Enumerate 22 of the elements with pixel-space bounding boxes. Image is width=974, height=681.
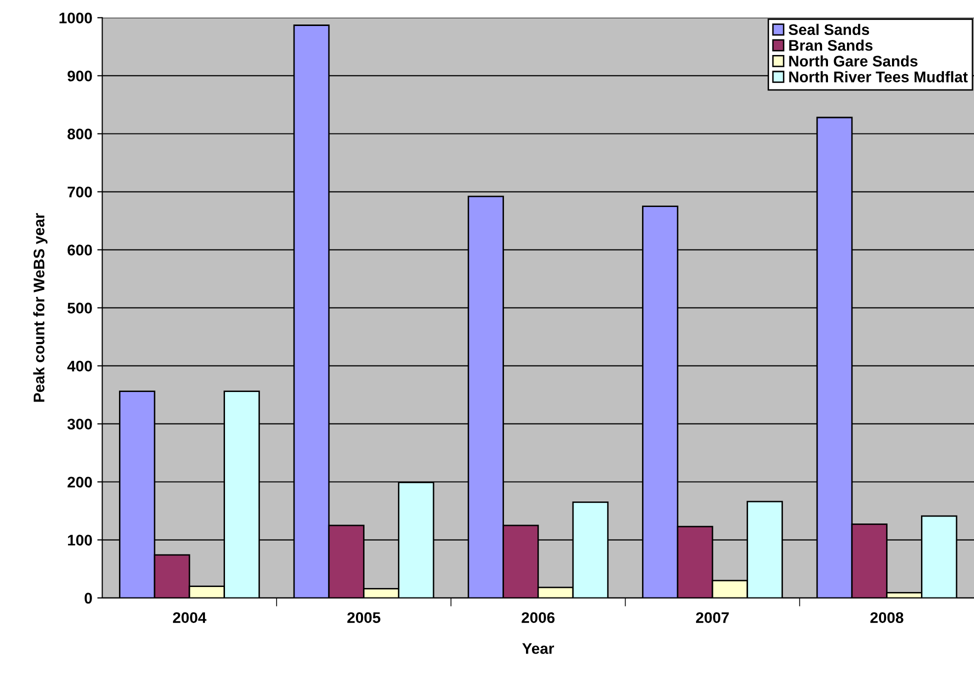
y-tick-label: 200 [68, 476, 92, 488]
x-axis-title: Year [522, 643, 554, 654]
x-tick-label: 2007 [696, 612, 729, 624]
y-tick-label: 300 [67, 418, 92, 430]
y-tick-label: 900 [68, 70, 92, 82]
y-tick-label: 100 [68, 534, 92, 546]
y-tick-label: 0 [84, 592, 92, 604]
x-tick-label: 2006 [522, 612, 555, 624]
y-tick-label: 400 [67, 360, 92, 372]
y-tick-label: 700 [68, 186, 92, 198]
y-tick-label: 500 [68, 302, 92, 314]
y-tick-label: 600 [68, 244, 92, 256]
y-tick-label: 800 [68, 128, 92, 140]
x-tick-label: 2004 [172, 612, 206, 624]
x-tick-label: 2008 [870, 612, 904, 624]
legend-label: North River Tees Mudflat [789, 71, 968, 82]
y-tick-label: 1000 [60, 12, 92, 24]
x-tick-label: 2005 [347, 612, 380, 624]
legend-label: Bran Sands [789, 40, 872, 51]
legend-label: North Gare Sands [789, 55, 918, 67]
legend-label: Seal Sands [788, 24, 870, 36]
y-axis-title: Peak count for WeBS year [33, 213, 48, 402]
